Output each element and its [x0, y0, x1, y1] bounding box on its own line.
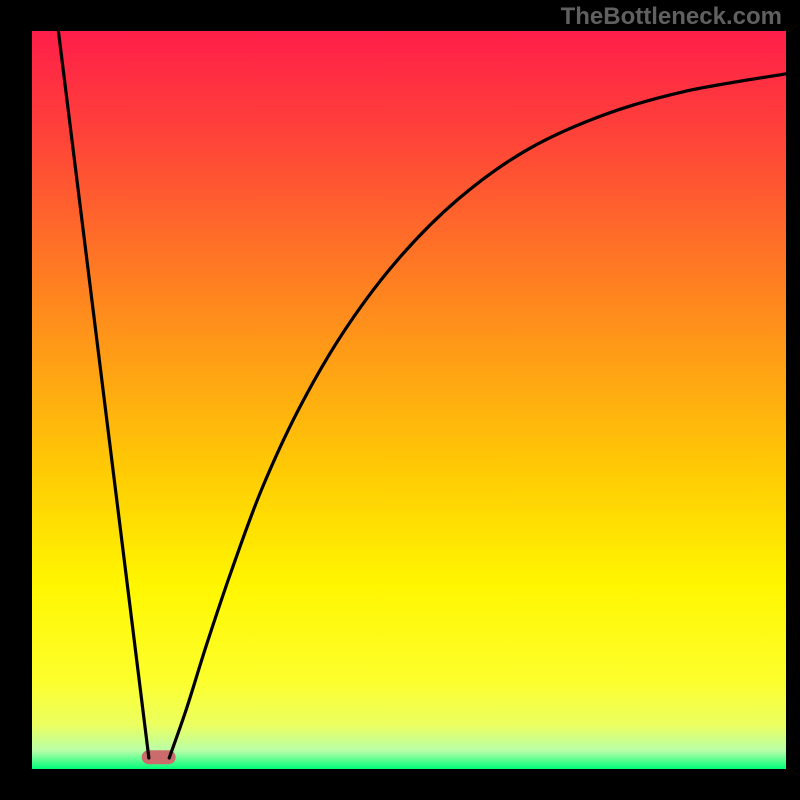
chart-frame: TheBottleneck.com: [0, 0, 800, 800]
watermark-text: TheBottleneck.com: [561, 3, 782, 31]
chart-svg: [0, 0, 800, 800]
gradient-background: [32, 31, 786, 769]
